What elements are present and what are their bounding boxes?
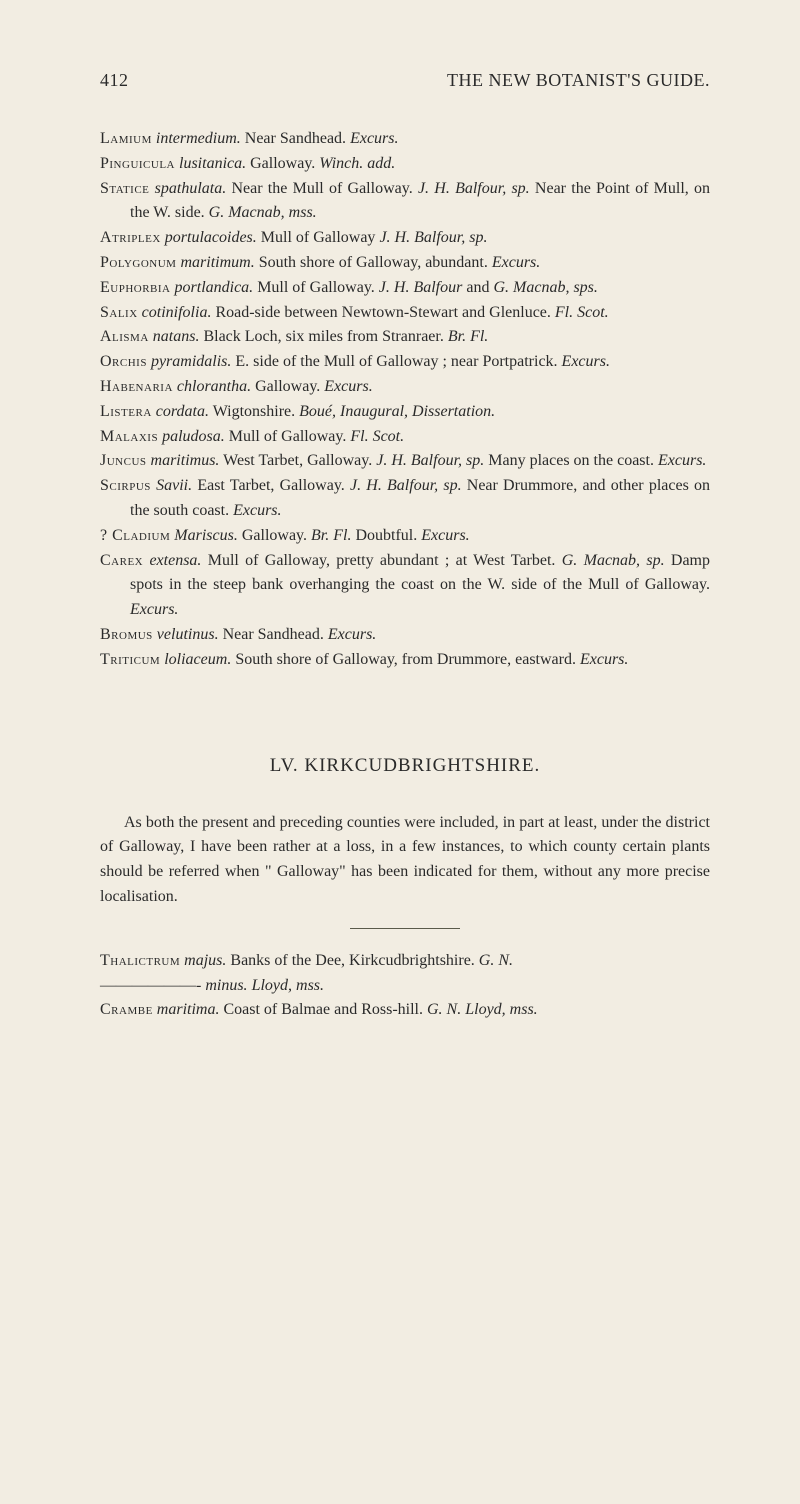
genus: ? Cladium	[100, 527, 170, 544]
species: portlandica.	[175, 279, 254, 296]
genus: Carex	[100, 552, 143, 569]
species: Mariscus.	[174, 527, 238, 544]
authority: J. H. Balfour, sp.	[350, 477, 462, 494]
authority: Excurs.	[562, 353, 610, 370]
authority: J. H. Balfour, sp.	[418, 180, 530, 197]
genus: Listera	[100, 403, 152, 420]
entry: Carex extensa. Mull of Galloway, pretty …	[100, 549, 710, 623]
species: spathulata.	[155, 180, 227, 197]
authority: G. Macnab, mss.	[209, 204, 317, 221]
species: natans.	[153, 328, 200, 345]
entry: Statice spathulata. Near the Mull of Gal…	[100, 177, 710, 227]
genus: Bromus	[100, 626, 153, 643]
species: - minus.	[196, 977, 248, 994]
authority: Excurs.	[580, 651, 628, 668]
authority: Excurs.	[328, 626, 376, 643]
genus: Triticum	[100, 651, 160, 668]
genus: Salix	[100, 304, 138, 321]
entry: Crambe maritima. Coast of Balmae and Ros…	[100, 998, 710, 1023]
genus: Atriplex	[100, 229, 161, 246]
species: loliaceum.	[164, 651, 231, 668]
species: extensa.	[149, 552, 201, 569]
authority: Excurs.	[350, 130, 398, 147]
authority: Excurs.	[658, 452, 706, 469]
entry: Thalictrum majus. Banks of the Dee, Kirk…	[100, 949, 710, 974]
entry: Triticum loliaceum. South shore of Gallo…	[100, 648, 710, 673]
section-title: LV. KIRKCUDBRIGHTSHIRE.	[100, 755, 710, 777]
page-number: 412	[100, 70, 129, 91]
species: maritima.	[157, 1001, 220, 1018]
authority: G. N. Lloyd, mss.	[427, 1001, 538, 1018]
authority: Excurs.	[492, 254, 540, 271]
genus: Scirpus	[100, 477, 151, 494]
species: lusitanica.	[179, 155, 246, 172]
genus: Euphorbia	[100, 279, 171, 296]
running-title: THE NEW BOTANIST'S GUIDE.	[447, 70, 710, 91]
genus: Crambe	[100, 1001, 153, 1018]
species: cordata.	[156, 403, 209, 420]
authority: Winch. add.	[319, 155, 395, 172]
entry: Pinguicula lusitanica. Galloway. Winch. …	[100, 152, 710, 177]
species: maritimus.	[151, 452, 220, 469]
entries-list: Lamium intermedium. Near Sandhead. Excur…	[100, 127, 710, 673]
bottom-entries-list: Thalictrum majus. Banks of the Dee, Kirk…	[100, 949, 710, 1023]
page-header: 412 THE NEW BOTANIST'S GUIDE.	[100, 70, 710, 91]
species: pyramidalis.	[151, 353, 231, 370]
entry: ? Cladium Mariscus. Galloway. Br. Fl. Do…	[100, 524, 710, 549]
genus: Polygonum	[100, 254, 176, 271]
entry: Lamium intermedium. Near Sandhead. Excur…	[100, 127, 710, 152]
species: Savii.	[156, 477, 192, 494]
authority: Fl. Scot.	[350, 428, 404, 445]
genus: Malaxis	[100, 428, 158, 445]
authority: Excurs.	[421, 527, 469, 544]
genus: Juncus	[100, 452, 147, 469]
authority: Boué, Inaugural, Dissertation.	[299, 403, 495, 420]
species: paludosa.	[162, 428, 225, 445]
authority: Excurs.	[233, 502, 281, 519]
authority: Excurs.	[324, 378, 372, 395]
entry: Orchis pyramidalis. E. side of the Mull …	[100, 350, 710, 375]
species: chlorantha.	[177, 378, 251, 395]
genus: Pinguicula	[100, 155, 175, 172]
genus: Lamium	[100, 130, 152, 147]
entry: Bromus velutinus. Near Sandhead. Excurs.	[100, 623, 710, 648]
species: intermedium.	[156, 130, 241, 147]
genus: Orchis	[100, 353, 147, 370]
entry: Salix cotinifolia. Road-side between New…	[100, 301, 710, 326]
species: portulacoides.	[165, 229, 257, 246]
entry: Juncus maritimus. West Tarbet, Galloway.…	[100, 449, 710, 474]
species: maritimum.	[180, 254, 254, 271]
entry: Polygonum maritimum. South shore of Gall…	[100, 251, 710, 276]
entry: Euphorbia portlandica. Mull of Galloway.…	[100, 276, 710, 301]
authority: Br. Fl.	[311, 527, 351, 544]
authority: J. H. Balfour, sp.	[379, 229, 487, 246]
authority: G. Macnab, sp.	[562, 552, 665, 569]
continuation-dash: ——————	[100, 977, 196, 994]
entry: Scirpus Savii. East Tarbet, Galloway. J.…	[100, 474, 710, 524]
entry: Alisma natans. Black Loch, six miles fro…	[100, 325, 710, 350]
authority: J. H. Balfour	[379, 279, 463, 296]
genus: Thalictrum	[100, 952, 180, 969]
entry: ——————- minus. Lloyd, mss.	[100, 974, 710, 999]
species: cotinifolia.	[142, 304, 212, 321]
entry: Malaxis paludosa. Mull of Galloway. Fl. …	[100, 425, 710, 450]
species: velutinus.	[157, 626, 219, 643]
species: majus.	[184, 952, 226, 969]
authority: Excurs.	[130, 601, 178, 618]
authority: G. N.	[479, 952, 513, 969]
authority: Br. Fl.	[448, 328, 488, 345]
genus: Alisma	[100, 328, 149, 345]
authority: J. H. Balfour, sp.	[376, 452, 484, 469]
section-paragraph: As both the present and preceding counti…	[100, 811, 710, 910]
entry: Listera cordata. Wigtonshire. Boué, Inau…	[100, 400, 710, 425]
genus: Habenaria	[100, 378, 173, 395]
entry: Atriplex portulacoides. Mull of Galloway…	[100, 226, 710, 251]
authority: Lloyd, mss.	[252, 977, 324, 994]
entry: Habenaria chlorantha. Galloway. Excurs.	[100, 375, 710, 400]
authority: G. Macnab, sps.	[493, 279, 597, 296]
authority: Fl. Scot.	[555, 304, 609, 321]
divider	[350, 928, 460, 929]
genus: Statice	[100, 180, 149, 197]
